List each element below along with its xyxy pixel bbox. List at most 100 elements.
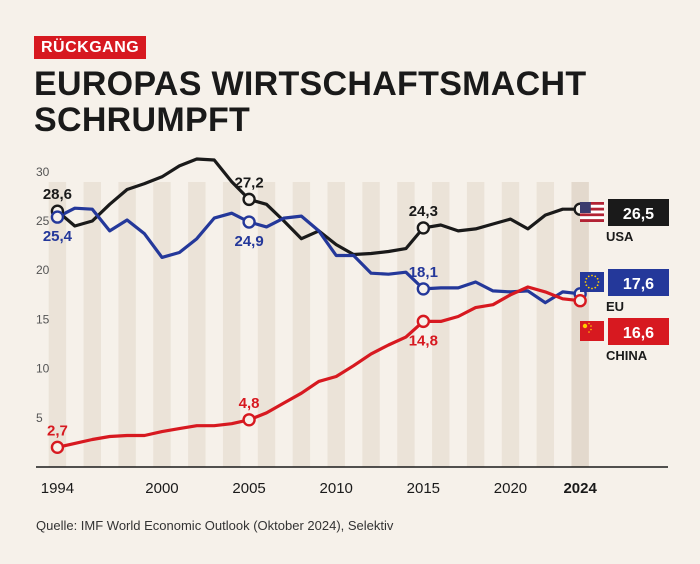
x-tick-label: 2020 [494, 480, 527, 497]
flag-star [591, 274, 593, 277]
flag-stripe [580, 202, 604, 205]
source-note: Quelle: IMF World Economic Outlook (Okto… [36, 518, 394, 533]
background-stripes [48, 182, 589, 467]
marker-usa [242, 192, 256, 207]
flag-star [587, 286, 590, 289]
y-tick-label: 20 [36, 263, 50, 277]
marker-eu [242, 215, 256, 229]
grid-stripe [118, 182, 136, 467]
flag-star [585, 284, 588, 287]
data-label-china: 2,7 [47, 422, 68, 439]
x-tick-label: 2005 [232, 480, 265, 497]
grid-stripe [257, 182, 276, 467]
grid-stripe [153, 182, 171, 467]
flag-stripe [580, 216, 604, 220]
data-label-usa: 28,6 [43, 186, 72, 203]
grid-stripe [536, 182, 555, 467]
data-label-usa: 27,2 [234, 174, 263, 191]
marker-usa [416, 221, 431, 235]
flag-star [596, 284, 599, 287]
cn-flag-icon [580, 321, 604, 341]
data-label-eu: 18,1 [409, 264, 438, 281]
series-lines [55, 157, 582, 449]
flag-star [596, 277, 599, 280]
flag-star [594, 275, 597, 278]
data-label-eu: 25,4 [43, 228, 73, 245]
flag-canton [580, 202, 591, 213]
flag-star [585, 277, 588, 280]
data-labels: 28,6 27,2 24,3 25,4 24,9 18,1 2,7 4,8 14,8 [43, 174, 438, 439]
y-tick-label: 25 [36, 214, 50, 228]
data-label-eu: 24,9 [234, 233, 263, 250]
x-axis: 1994 2000 2005 2010 2015 2020 2024 [41, 480, 598, 497]
marker-eu [416, 282, 431, 296]
marker-eu [50, 210, 65, 224]
marker-china [50, 440, 65, 455]
flag-stripe [580, 207, 604, 211]
marker-china [416, 314, 431, 329]
grid-stripe [362, 182, 380, 467]
flag-stripe [580, 204, 604, 208]
data-label-usa: 24,3 [409, 203, 438, 220]
chart-title: EUROPAS WIRTSCHAFTSMACHT SCHRUMPFT [34, 66, 674, 138]
flag-star [590, 325, 592, 327]
value-badge-text: 17,6 [623, 276, 654, 293]
value-badge-text: 26,5 [623, 206, 654, 223]
country-label: CHINA [606, 348, 648, 363]
flag-star [590, 328, 592, 331]
grid-stripe [501, 182, 520, 467]
title-line-2: SCHRUMPFT [34, 101, 251, 139]
data-label-china: 14,8 [409, 332, 438, 349]
x-tick-label: 2015 [407, 480, 440, 497]
flag-star [584, 281, 587, 283]
series-line-eu [55, 206, 582, 305]
x-tick-label: 1994 [41, 480, 74, 497]
data-label-china: 4,8 [239, 395, 260, 412]
x-tick-label: 2024 [563, 480, 597, 497]
grid-stripe [222, 182, 241, 467]
flag-star [594, 286, 597, 289]
country-label: EU [606, 299, 624, 314]
flag-stripe [580, 213, 604, 217]
legend-item-china: 16,6 CHINA [580, 318, 669, 363]
flag-stripe [580, 210, 604, 214]
value-badge [608, 199, 669, 226]
grid-stripe [188, 182, 206, 467]
legend-item-eu: 17,6 EU [580, 269, 669, 314]
grid-stripe [397, 182, 415, 467]
value-badge-text: 16,6 [623, 325, 654, 342]
flag-star [582, 323, 588, 329]
us-flag-icon [580, 202, 604, 222]
grid-stripe [292, 182, 311, 467]
marker-china [242, 413, 256, 427]
flag-star [588, 322, 590, 325]
legend-item-usa: 26,5 USA [580, 199, 669, 244]
y-tick-label: 10 [36, 362, 50, 376]
grid-stripe [466, 182, 485, 467]
marker-china [573, 294, 587, 308]
grid-stripe [327, 182, 345, 467]
flag-star [597, 281, 600, 283]
x-tick-label: 2000 [145, 480, 178, 497]
eu-flag-icon [580, 272, 604, 292]
country-label: USA [606, 229, 634, 244]
flag-star [587, 275, 590, 278]
flag-star [591, 287, 593, 290]
value-badge [608, 269, 669, 296]
title-line-1: EUROPAS WIRTSCHAFTSMACHT [34, 65, 587, 103]
flag-star [588, 331, 590, 333]
series-line-china [55, 285, 582, 449]
flag-stripe [580, 219, 604, 222]
value-badge [608, 318, 669, 345]
kicker-badge: RÜCKGANG [34, 36, 147, 59]
flag-field [580, 272, 604, 292]
grid-stripe [48, 182, 67, 467]
end-legend: 26,5 USA 17,6 EU 16,6 CHINA [580, 199, 669, 363]
y-tick-label: 5 [36, 411, 43, 425]
y-tick-label: 30 [36, 165, 50, 179]
y-tick-label: 15 [36, 312, 50, 326]
grid-stripe [432, 182, 450, 467]
x-tick-label: 2010 [320, 480, 353, 497]
flag-field [580, 321, 604, 341]
